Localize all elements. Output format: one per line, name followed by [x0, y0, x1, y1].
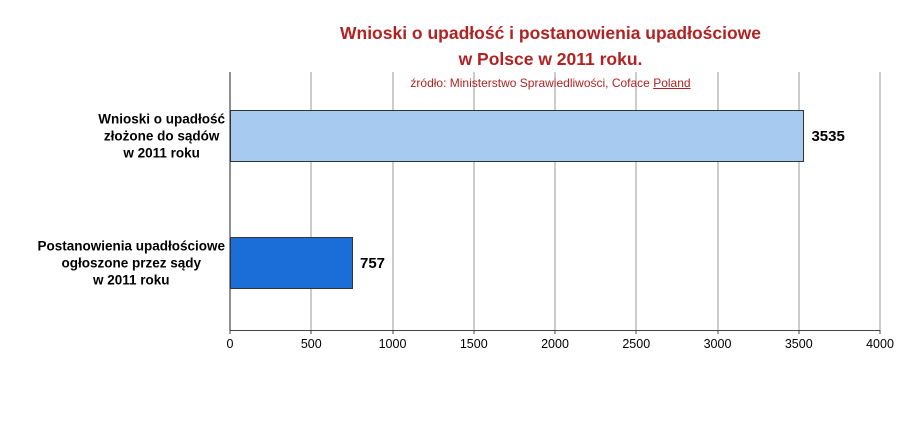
- value-label-wnioski: 3535: [811, 127, 845, 145]
- chart-title: Wnioski o upadłość i postanowienia upadł…: [210, 20, 891, 72]
- x-tick-label: 0: [226, 337, 234, 351]
- plot-area: 3535 757: [229, 72, 881, 331]
- x-tick-mark: [310, 330, 312, 334]
- gridline: [310, 72, 312, 330]
- gridline: [717, 72, 718, 330]
- gridline: [473, 72, 475, 330]
- chart-title-line1: Wnioski o upadłość i postanowienia upadł…: [339, 23, 762, 43]
- x-axis: 0 500 1000 1500 2000 2500 3000 3500 4000: [226, 330, 894, 356]
- x-tick-mark: [635, 330, 637, 334]
- x-tick-mark: [392, 330, 393, 334]
- bar-row-postanowienia: 757: [230, 237, 880, 289]
- x-tick-mark: [229, 330, 231, 334]
- chart-title-line2: w Polsce w 2011 roku.: [458, 49, 643, 69]
- chart-source: źródło: Ministerstwo Sprawiedliwości, Co…: [210, 76, 891, 90]
- x-tick-mark: [798, 330, 800, 334]
- x-tick-mark: [554, 330, 556, 334]
- chart-source-text: źródło: Ministerstwo Sprawiedliwości, Co…: [410, 76, 654, 90]
- bar-row-wnioski: 3535: [230, 110, 880, 162]
- x-tick-label: 1000: [378, 337, 407, 351]
- gridline: [392, 72, 393, 330]
- y-axis-line: [229, 72, 231, 330]
- x-tick-mark: [717, 330, 718, 334]
- x-tick-mark: [879, 330, 881, 334]
- bar-postanowienia: [230, 237, 353, 289]
- gridline: [554, 72, 556, 330]
- gridline: [798, 72, 800, 330]
- bar-wnioski: [230, 110, 805, 162]
- gridline: [635, 72, 637, 330]
- x-tick-label: 500: [300, 337, 322, 351]
- x-tick-label: 4000: [866, 337, 894, 351]
- chart-source-link: Poland: [653, 76, 691, 90]
- gridline: [879, 72, 881, 330]
- x-tick-label: 3500: [784, 337, 813, 351]
- category-label-wnioski: Wnioski o upadłość złożone do sądów w 20…: [98, 111, 225, 161]
- category-label-postanowienia: Postanowienia upadłościowe ogłoszone prz…: [37, 238, 225, 288]
- x-tick-label: 3000: [703, 337, 732, 351]
- x-tick-label: 2000: [541, 337, 569, 351]
- x-tick-mark: [473, 330, 475, 334]
- x-tick-label: 1500: [459, 337, 488, 351]
- x-tick-label: 2500: [622, 337, 651, 351]
- value-label-postanowienia: 757: [360, 254, 386, 272]
